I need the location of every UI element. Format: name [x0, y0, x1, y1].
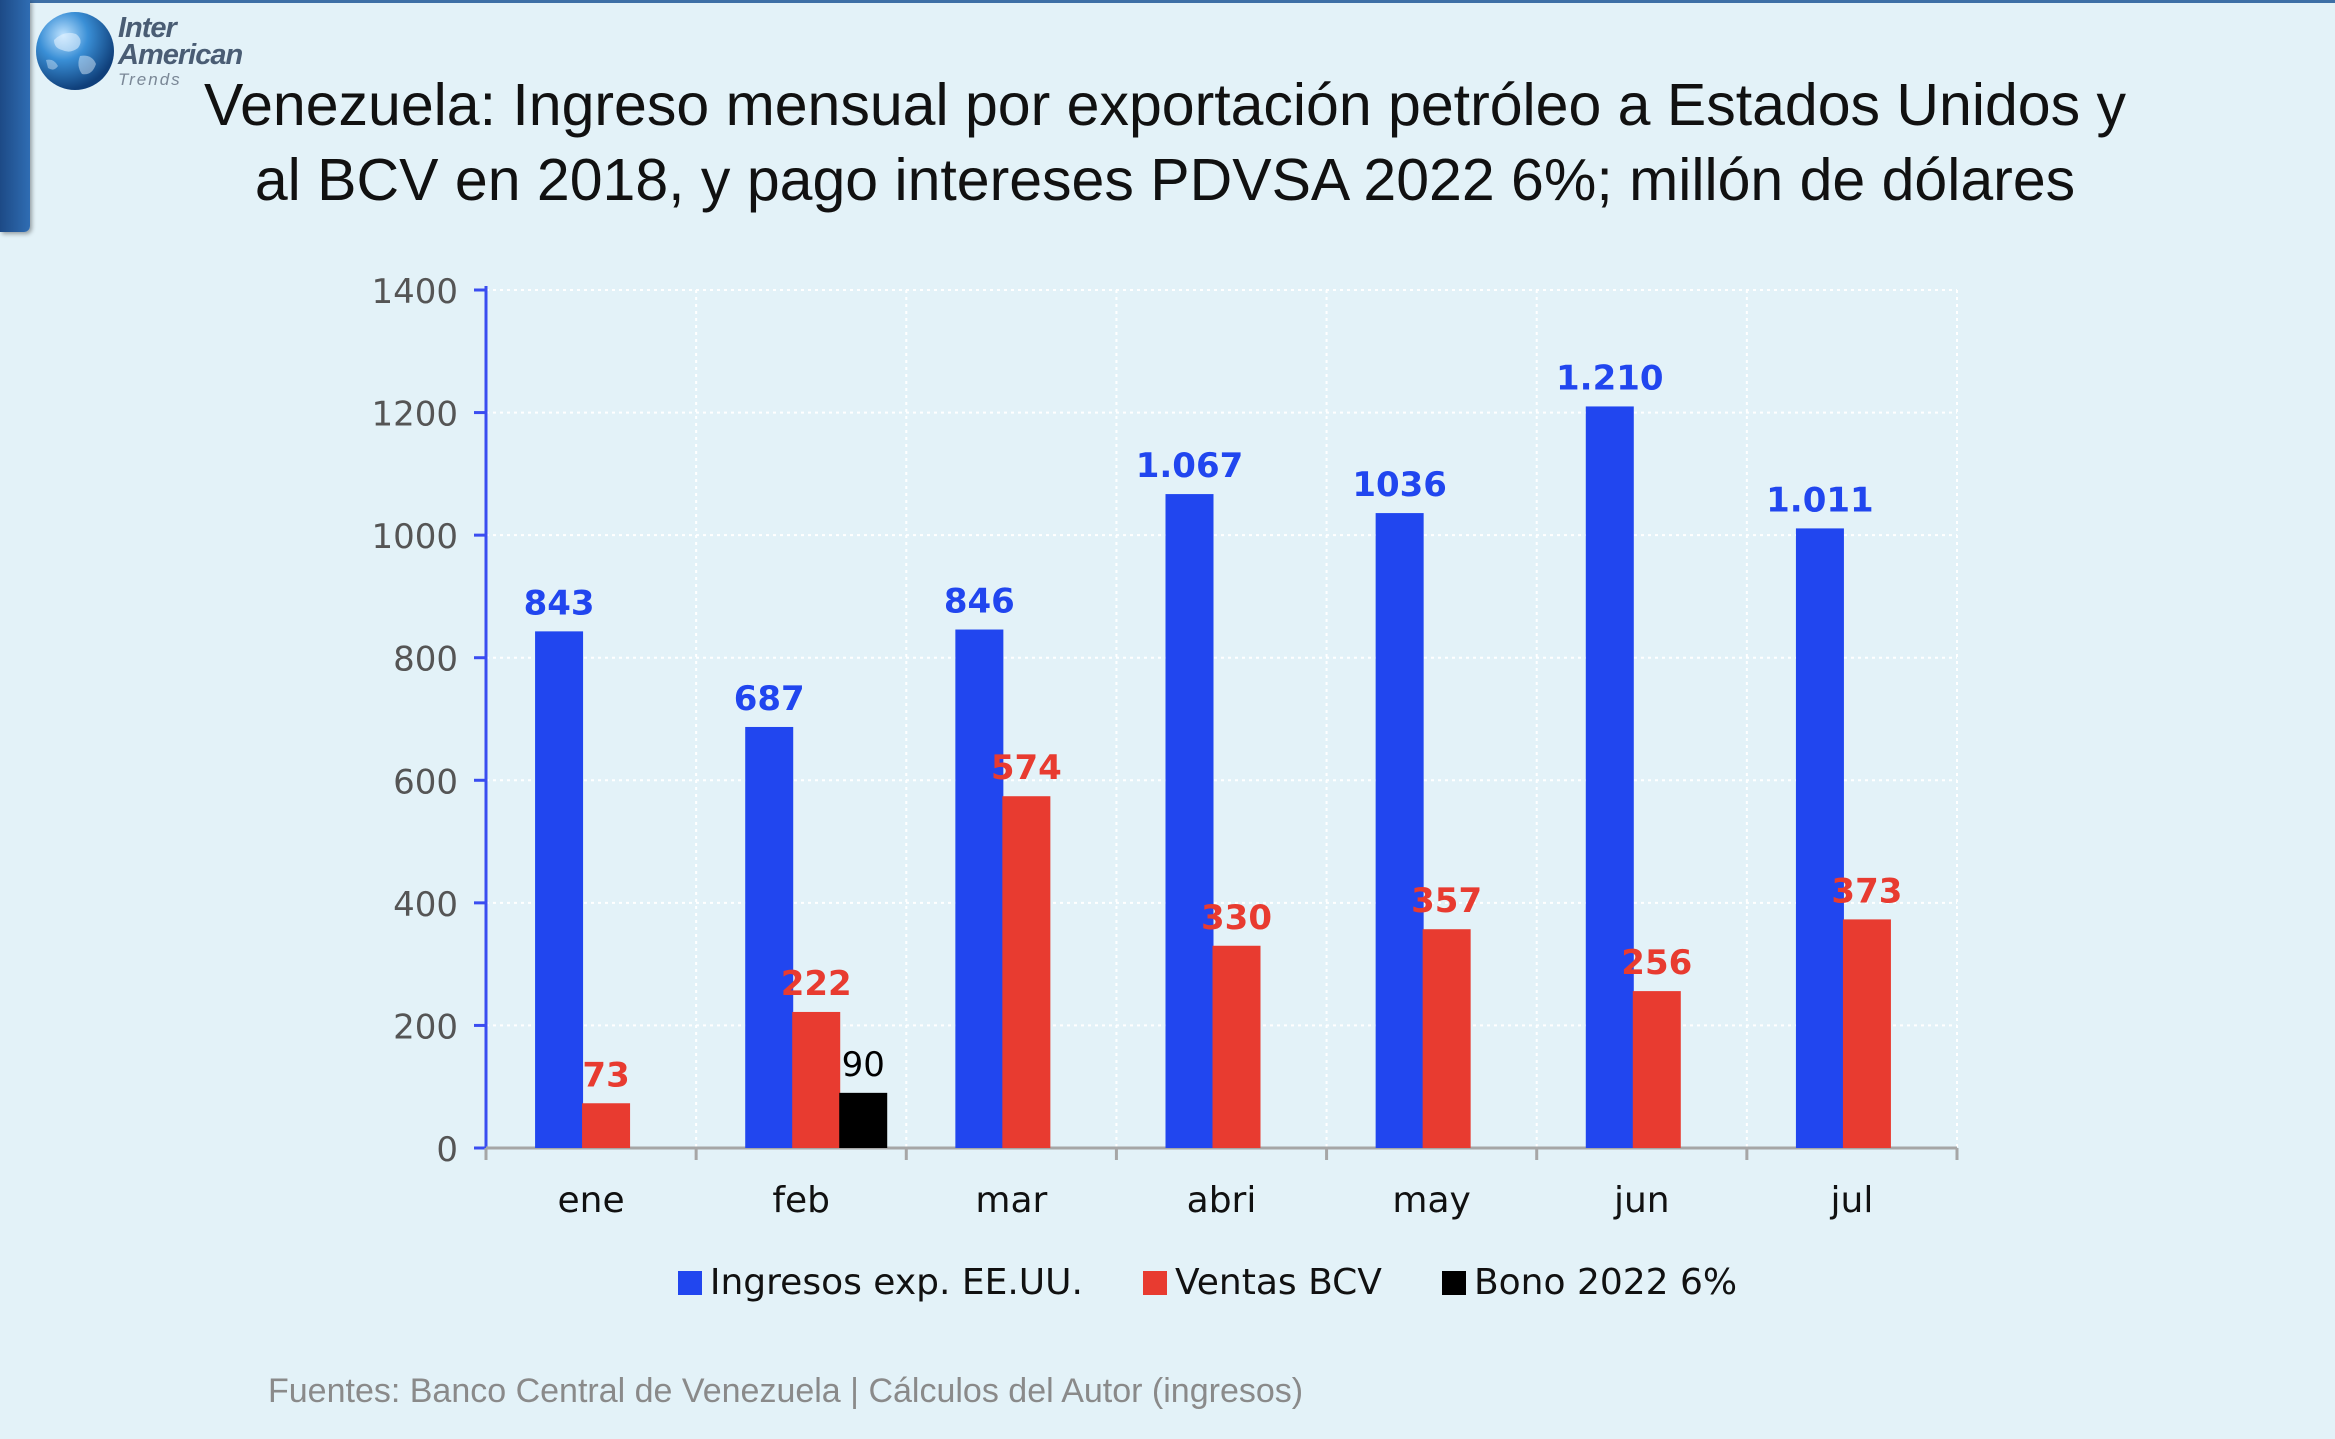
data-label: 1.011 — [1766, 480, 1874, 520]
x-tick-label: may — [1392, 1180, 1470, 1221]
data-label: 1.067 — [1136, 446, 1244, 486]
data-label: 256 — [1621, 943, 1692, 983]
data-label: 222 — [781, 964, 852, 1004]
bar — [839, 1092, 888, 1148]
top-border-line — [0, 0, 2335, 3]
data-label: 373 — [1831, 871, 1902, 911]
x-tick-label: ene — [558, 1180, 625, 1221]
bar — [1422, 929, 1471, 1148]
x-tick-label: feb — [772, 1180, 830, 1221]
bar — [1212, 945, 1261, 1148]
legend: Ingresos exp. EE.UU. Ventas BCV Bono 2022 … — [0, 1262, 2335, 1303]
side-tab-decoration — [0, 0, 30, 232]
legend-item: Ingresos exp. EE.UU. — [677, 1262, 1083, 1303]
bar — [792, 1011, 841, 1148]
data-label: 90 — [842, 1045, 885, 1085]
y-tick-label: 1400 — [371, 272, 458, 312]
data-label: 1.210 — [1556, 358, 1664, 398]
y-tick-label: 1200 — [371, 395, 458, 435]
y-tick-label: 1000 — [371, 517, 458, 557]
x-tick-label: jul — [1830, 1180, 1874, 1221]
legend-item: Ventas BCV — [1142, 1262, 1382, 1303]
bar — [1632, 991, 1681, 1148]
y-tick-label: 400 — [393, 885, 458, 925]
logo-text-trends: Trends — [118, 70, 182, 89]
data-label: 73 — [582, 1055, 629, 1095]
data-label: 687 — [734, 679, 805, 719]
data-label: 357 — [1411, 881, 1482, 921]
x-tick-label: jun — [1613, 1180, 1670, 1221]
data-label: 846 — [944, 582, 1015, 622]
globe-icon — [36, 12, 114, 90]
bar — [1842, 919, 1891, 1148]
bars — [535, 406, 1891, 1148]
axes: 0 200 400 600 800 1000 1200 1400 ene feb mar abri ma… — [371, 272, 1959, 1221]
legend-swatch — [1142, 1270, 1167, 1295]
bar — [745, 726, 794, 1148]
y-tick-label: 600 — [393, 762, 458, 802]
data-label: 330 — [1201, 898, 1272, 938]
gridlines — [486, 289, 1958, 1148]
y-tick-label: 200 — [393, 1007, 458, 1047]
bar — [582, 1103, 631, 1148]
bar — [1375, 513, 1424, 1148]
data-labels: 843 687 846 1.067 1036 1.210 1.011 73 222 574 330 3… — [524, 358, 1903, 1095]
legend-label: Ingresos exp. EE.UU. — [709, 1262, 1083, 1303]
logo-text-inter: Inter — [118, 12, 177, 44]
bar — [1585, 406, 1634, 1148]
legend-item: Bono 2022 6% — [1441, 1262, 1738, 1303]
logo-text-american: American — [118, 39, 243, 71]
chart-title: Venezuela: Ingreso mensual por exportaci… — [204, 72, 2126, 213]
bar — [1002, 796, 1051, 1148]
x-tick-label: mar — [975, 1180, 1047, 1221]
legend-label: Bono 2022 6% — [1473, 1262, 1738, 1303]
data-label: 843 — [524, 583, 595, 623]
legend-swatch — [1441, 1270, 1466, 1295]
data-label: 1036 — [1352, 465, 1447, 505]
legend-swatch — [677, 1270, 702, 1295]
bar — [1795, 528, 1844, 1148]
data-label: 574 — [991, 748, 1062, 788]
y-tick-label: 800 — [393, 640, 458, 680]
x-tick-label: abri — [1187, 1180, 1257, 1221]
y-tick-label: 0 — [436, 1130, 458, 1170]
bar — [955, 629, 1004, 1148]
legend-label: Ventas BCV — [1174, 1262, 1382, 1303]
bar — [535, 631, 584, 1148]
logo: Inter American Trends — [34, 8, 264, 98]
source-note: Fuentes: Banco Central de Venezuela | Cá… — [268, 1372, 1304, 1410]
bar — [1165, 494, 1214, 1148]
